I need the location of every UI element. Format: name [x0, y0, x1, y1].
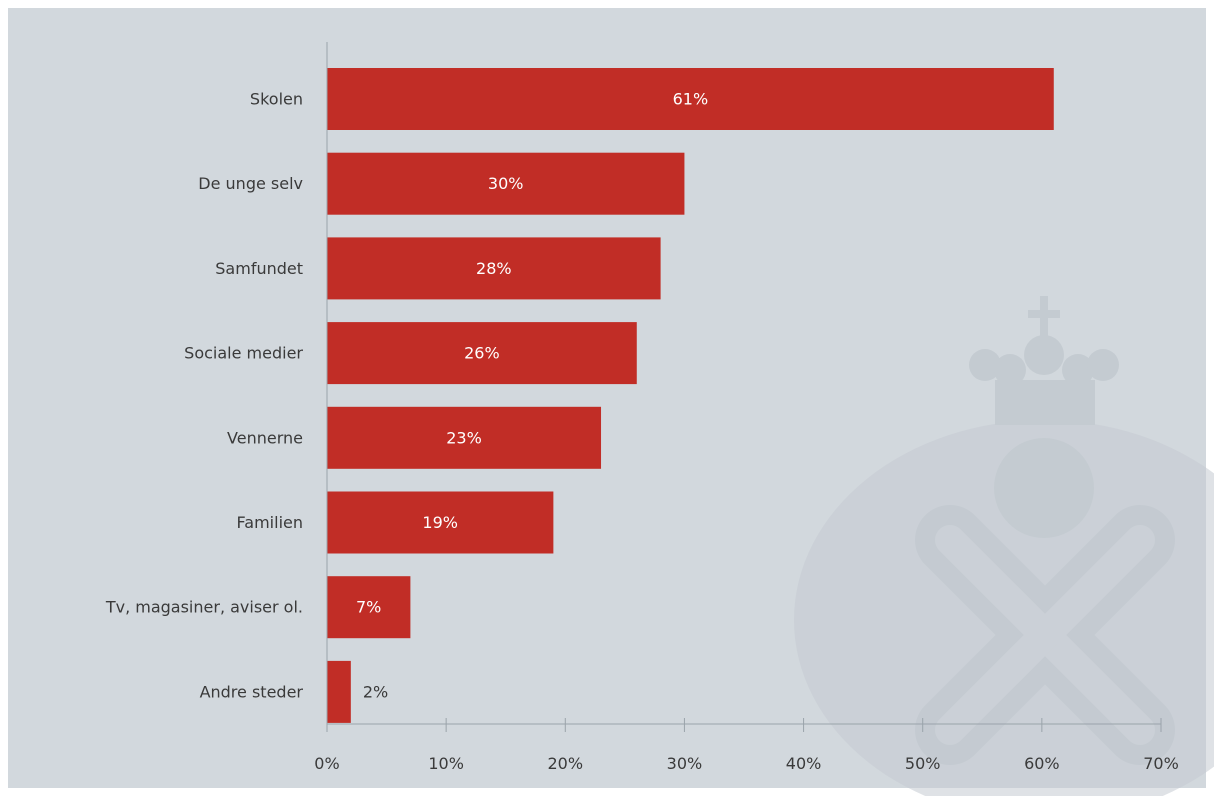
category-label-5: Familien — [237, 513, 303, 532]
x-axis: 0% 10% 20% 30% 40% 50% 60% 70% — [314, 42, 1179, 773]
value-label-1: 30% — [488, 174, 524, 193]
bar-0 — [327, 68, 1054, 130]
category-labels: Skolen De unge selv Samfundet Sociale medie… — [105, 90, 304, 702]
crown-and-cross-logo-icon — [794, 296, 1214, 796]
x-tick-label-5: 50% — [905, 754, 941, 773]
value-label-5: 19% — [422, 513, 458, 532]
bar-5 — [327, 491, 554, 554]
category-label-2: Samfundet — [215, 259, 303, 278]
x-tick-label-6: 60% — [1024, 754, 1060, 773]
x-tick-label-1: 10% — [428, 754, 464, 773]
value-label-6: 7% — [356, 598, 381, 617]
value-label-0: 61% — [673, 90, 709, 109]
category-label-7: Andre steder — [200, 682, 304, 701]
category-label-0: Skolen — [250, 90, 303, 109]
bar-1 — [327, 152, 685, 215]
x-tick-label-2: 20% — [548, 754, 584, 773]
bar-7 — [327, 660, 351, 723]
bar-3 — [327, 322, 637, 385]
bar-4 — [327, 406, 602, 469]
x-tick-label-7: 70% — [1143, 754, 1179, 773]
x-tick-label-4: 40% — [786, 754, 822, 773]
value-label-4: 23% — [446, 428, 482, 447]
bar-6 — [327, 576, 411, 639]
value-label-7: 2% — [363, 682, 388, 701]
value-label-3: 26% — [464, 344, 500, 363]
category-label-1: De unge selv — [198, 174, 303, 193]
bar-2 — [327, 237, 661, 300]
x-tick-label-0: 0% — [314, 754, 339, 773]
value-label-2: 28% — [476, 259, 512, 278]
category-label-3: Sociale medier — [184, 344, 303, 363]
category-label-6: Tv, magasiner, aviser ol. — [105, 598, 303, 617]
bars-group: 61% 30% 28% 26% 23% 19% 7% 2% — [327, 68, 1054, 723]
x-tick-label-3: 30% — [667, 754, 703, 773]
category-label-4: Vennerne — [227, 428, 303, 447]
